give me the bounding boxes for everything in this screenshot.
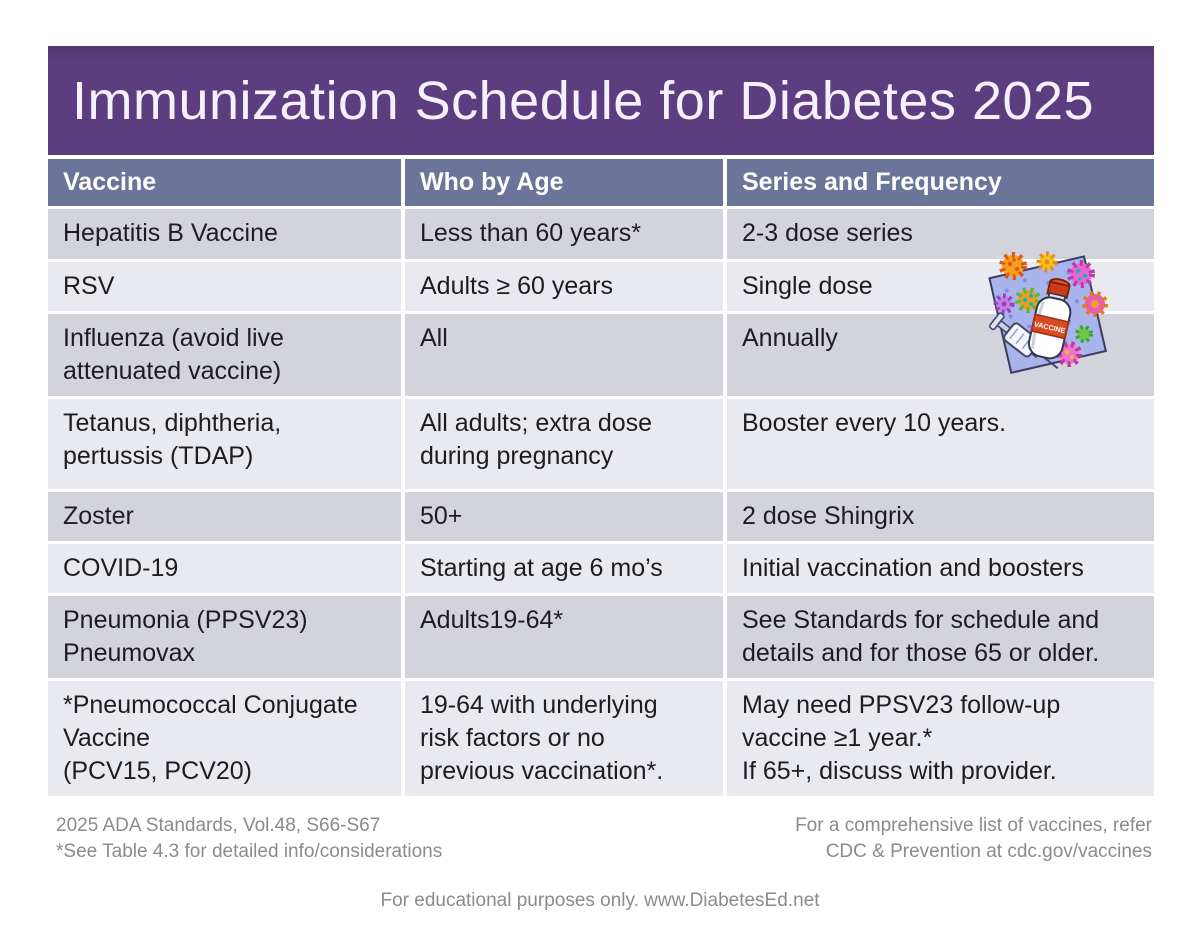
table-row: Zoster 50+ 2 dose Shingrix bbox=[48, 492, 1154, 544]
footnote-cdc-line1: For a comprehensive list of vaccines, re… bbox=[795, 815, 1152, 836]
title-bar: Immunization Schedule for Diabetes 2025 bbox=[48, 46, 1154, 155]
table-row: Tetanus, diphtheria, pertussis (TDAP) Al… bbox=[48, 399, 1154, 492]
educational-note: For educational purposes only. www.Diabe… bbox=[380, 890, 820, 911]
vaccine-vial-clipart: VACCINE bbox=[988, 251, 1108, 374]
cell-series: See Standards for schedule and details a… bbox=[727, 596, 1154, 681]
schedule-board: Immunization Schedule for Diabetes 2025 … bbox=[48, 46, 1154, 865]
cell-series: 2 dose Shingrix bbox=[727, 492, 1154, 544]
cell-age: Less than 60 years* bbox=[405, 209, 727, 262]
table-row: COVID-19 Starting at age 6 mo’s Initial … bbox=[48, 544, 1154, 596]
cell-series: Initial vaccination and boosters bbox=[727, 544, 1154, 596]
cell-vaccine: Influenza (avoid live attenuated vaccine… bbox=[48, 314, 405, 399]
table-row: Influenza (avoid live attenuated vaccine… bbox=[48, 314, 1154, 399]
footnote-cdc-line2: CDC & Prevention at cdc.gov/vaccines bbox=[825, 841, 1152, 863]
table-row: Hepatitis B Vaccine Less than 60 years* … bbox=[48, 209, 1154, 262]
cell-age: Adults ≥ 60 years bbox=[405, 262, 727, 314]
cell-series: May need PPSV23 follow-up vaccine ≥1 yea… bbox=[727, 681, 1154, 799]
footnote-left: 2025 ADA Standards, Vol.48, S66-S67 *See… bbox=[56, 813, 442, 865]
cell-series: 2-3 dose series bbox=[727, 209, 1154, 262]
immunization-table: Vaccine Who by Age Series and Frequency … bbox=[48, 159, 1154, 799]
table-row: *Pneumococcal Conjugate Vaccine (PCV15, … bbox=[48, 681, 1154, 799]
cell-age: All adults; extra dose during pregnancy bbox=[405, 399, 727, 492]
cell-vaccine: Hepatitis B Vaccine bbox=[48, 209, 405, 262]
col-header-who-by-age: Who by Age bbox=[405, 159, 727, 209]
virus-icon bbox=[993, 251, 1108, 367]
cell-age: All bbox=[405, 314, 727, 399]
header-row: Vaccine Who by Age Series and Frequency bbox=[48, 159, 1154, 209]
cell-vaccine: COVID-19 bbox=[48, 544, 405, 596]
cell-age: Starting at age 6 mo’s bbox=[405, 544, 727, 596]
vial-icon: VACCINE bbox=[1027, 278, 1072, 360]
cell-vaccine: Zoster bbox=[48, 492, 405, 544]
footnote-right: For a comprehensive list of vaccines, re… bbox=[795, 813, 1152, 865]
footnote-ada-standards: 2025 ADA Standards, Vol.48, S66-S67 bbox=[56, 815, 381, 836]
cell-vaccine: Tetanus, diphtheria, pertussis (TDAP) bbox=[48, 399, 405, 492]
cell-vaccine: *Pneumococcal Conjugate Vaccine (PCV15, … bbox=[48, 681, 405, 799]
footnote-see-table: *See Table 4.3 for detailed info/conside… bbox=[56, 841, 443, 863]
col-header-series-frequency: Series and Frequency bbox=[727, 159, 1154, 209]
cell-vaccine: RSV bbox=[48, 262, 405, 314]
cell-age: 19-64 with underlying risk factors or no… bbox=[405, 681, 727, 799]
col-header-vaccine: Vaccine bbox=[48, 159, 405, 209]
footnotes: 2025 ADA Standards, Vol.48, S66-S67 *See… bbox=[48, 813, 1154, 865]
table-row: Pneumonia (PPSV23) Pneumovax Adults19-64… bbox=[48, 596, 1154, 681]
page-title: Immunization Schedule for Diabetes 2025 bbox=[72, 70, 1095, 131]
cell-age: Adults19-64* bbox=[405, 596, 727, 681]
cell-vaccine: Pneumonia (PPSV23) Pneumovax bbox=[48, 596, 405, 681]
cell-series: Booster every 10 years. bbox=[727, 399, 1154, 492]
cell-age: 50+ bbox=[405, 492, 727, 544]
